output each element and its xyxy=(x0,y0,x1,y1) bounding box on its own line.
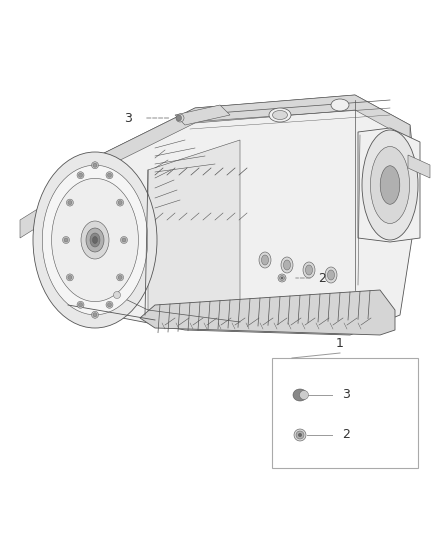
Ellipse shape xyxy=(362,130,418,240)
Ellipse shape xyxy=(281,277,283,279)
Ellipse shape xyxy=(261,255,268,265)
Ellipse shape xyxy=(68,200,72,205)
Ellipse shape xyxy=(81,221,109,259)
Polygon shape xyxy=(358,128,420,242)
Ellipse shape xyxy=(106,172,113,179)
Ellipse shape xyxy=(77,301,84,308)
Ellipse shape xyxy=(118,200,122,205)
Ellipse shape xyxy=(107,173,112,177)
Ellipse shape xyxy=(272,110,287,119)
Ellipse shape xyxy=(296,431,304,439)
Ellipse shape xyxy=(90,233,100,247)
Ellipse shape xyxy=(113,292,120,298)
Ellipse shape xyxy=(63,237,70,244)
Text: 2: 2 xyxy=(342,429,350,441)
Ellipse shape xyxy=(93,163,97,167)
Ellipse shape xyxy=(279,276,285,280)
Ellipse shape xyxy=(68,276,72,279)
Ellipse shape xyxy=(177,115,181,121)
Ellipse shape xyxy=(303,262,315,278)
Bar xyxy=(272,358,418,468)
Ellipse shape xyxy=(278,274,286,282)
Ellipse shape xyxy=(92,237,98,244)
Ellipse shape xyxy=(52,179,138,302)
Ellipse shape xyxy=(176,114,184,122)
Ellipse shape xyxy=(107,303,112,307)
Polygon shape xyxy=(48,95,418,335)
Ellipse shape xyxy=(67,199,74,206)
Ellipse shape xyxy=(371,147,410,223)
Ellipse shape xyxy=(281,257,293,273)
Polygon shape xyxy=(140,290,395,335)
Ellipse shape xyxy=(78,303,82,307)
Ellipse shape xyxy=(67,274,74,281)
Text: 3: 3 xyxy=(124,111,132,125)
Ellipse shape xyxy=(331,99,349,111)
Ellipse shape xyxy=(120,237,127,244)
Ellipse shape xyxy=(106,301,113,308)
Text: 1: 1 xyxy=(336,337,344,350)
Text: 3: 3 xyxy=(342,389,350,401)
Ellipse shape xyxy=(78,173,82,177)
Ellipse shape xyxy=(325,267,337,283)
Polygon shape xyxy=(408,155,430,178)
Ellipse shape xyxy=(122,238,126,242)
Ellipse shape xyxy=(298,433,302,437)
Ellipse shape xyxy=(33,152,157,328)
Ellipse shape xyxy=(259,252,271,268)
Ellipse shape xyxy=(294,429,306,441)
Ellipse shape xyxy=(117,274,124,281)
Polygon shape xyxy=(175,105,230,125)
Ellipse shape xyxy=(380,166,400,204)
Polygon shape xyxy=(20,200,52,238)
Ellipse shape xyxy=(117,199,124,206)
Polygon shape xyxy=(80,95,410,180)
Ellipse shape xyxy=(305,265,312,275)
Text: 2: 2 xyxy=(318,271,326,285)
Ellipse shape xyxy=(269,108,291,122)
Ellipse shape xyxy=(92,311,99,318)
Polygon shape xyxy=(148,140,240,320)
Ellipse shape xyxy=(93,313,97,317)
Ellipse shape xyxy=(118,276,122,279)
Ellipse shape xyxy=(64,238,68,242)
Ellipse shape xyxy=(92,161,99,169)
Ellipse shape xyxy=(77,172,84,179)
Ellipse shape xyxy=(300,391,308,400)
Ellipse shape xyxy=(283,260,290,270)
Ellipse shape xyxy=(86,228,104,252)
Ellipse shape xyxy=(293,389,307,401)
Ellipse shape xyxy=(42,165,148,315)
Ellipse shape xyxy=(328,270,335,280)
